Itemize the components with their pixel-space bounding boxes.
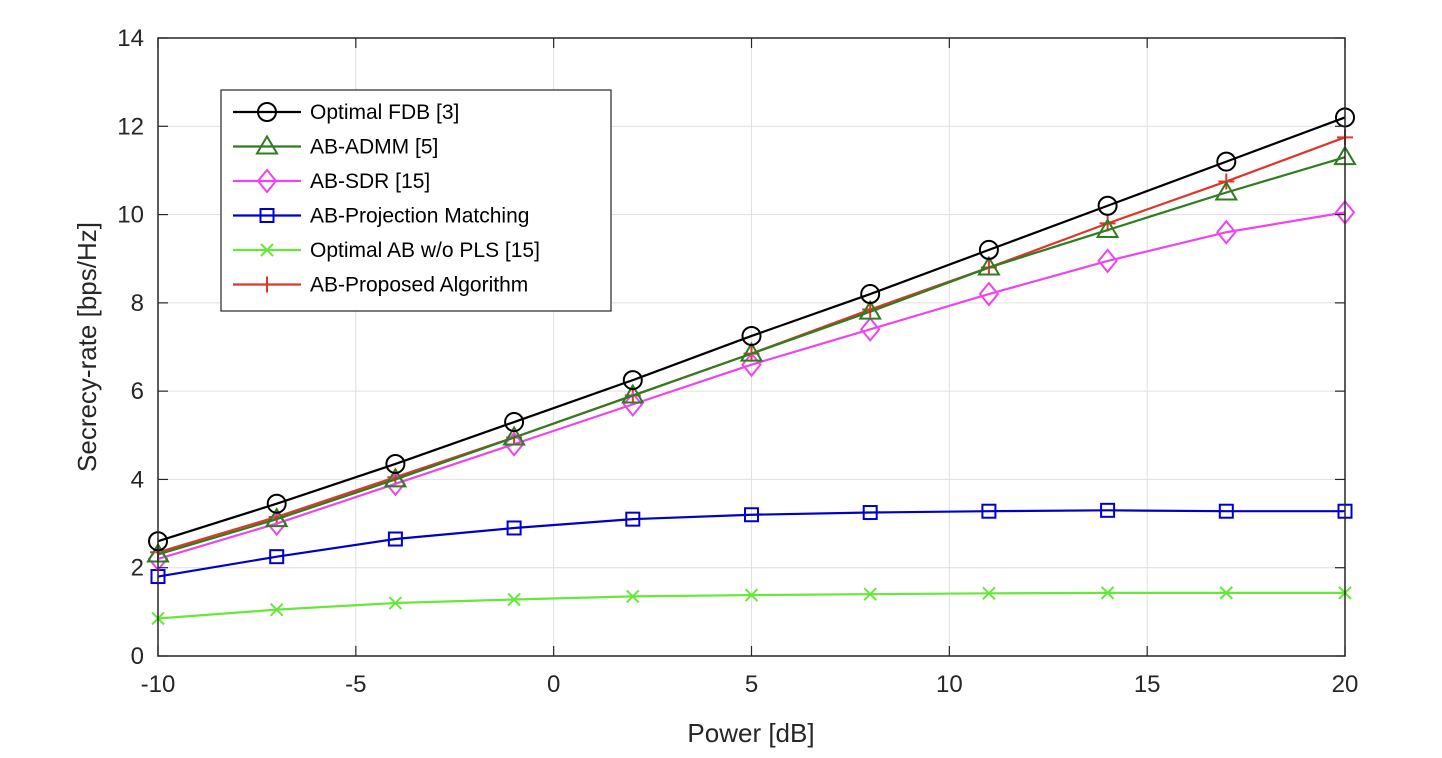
legend-marker — [260, 243, 274, 257]
data-point — [1216, 219, 1237, 245]
data-point — [385, 453, 406, 474]
series-3 — [150, 502, 1353, 585]
y-tick-label: 6 — [131, 378, 144, 405]
data-point — [744, 507, 759, 523]
legend-entry: AB-Proposed Algorithm — [233, 274, 528, 297]
data-point — [739, 341, 764, 362]
data-point — [862, 505, 878, 521]
y-tick-label: 4 — [131, 466, 144, 493]
data-point — [504, 412, 525, 433]
data-point — [507, 592, 521, 607]
series-line — [157, 509, 1345, 578]
data-point — [622, 370, 643, 391]
data-point — [506, 520, 522, 536]
data-point — [858, 299, 882, 320]
data-point — [1095, 218, 1120, 239]
x-tick-label: -10 — [141, 671, 176, 698]
data-point — [266, 493, 287, 514]
legend-marker — [257, 102, 277, 122]
y-tick-label: 14 — [117, 25, 144, 52]
legend-box — [220, 89, 612, 312]
data-point — [860, 284, 881, 305]
data-point — [626, 589, 640, 604]
y-tick-label: 10 — [117, 202, 144, 229]
y-tick-label: 12 — [117, 113, 144, 140]
legend-entry: Optimal AB w/o PLS [15] — [233, 239, 540, 262]
legend-label: AB-SDR [15] — [310, 170, 430, 193]
y-axis-label: Secrecy-rate [bps/Hz] — [72, 222, 102, 472]
legend-label: Optimal AB w/o PLS [15] — [310, 239, 540, 262]
data-point — [859, 316, 881, 342]
data-point — [1100, 586, 1115, 600]
legend-entry: Optimal FDB [3] — [233, 101, 459, 124]
series-line — [157, 116, 1346, 543]
data-point — [1214, 180, 1239, 201]
legend-marker — [259, 276, 275, 293]
legend-entry: AB-SDR [15] — [233, 168, 430, 194]
data-point — [622, 391, 644, 417]
x-tick-label: 20 — [1332, 671, 1359, 698]
data-point — [1216, 151, 1237, 172]
y-tick-label: 0 — [131, 643, 144, 670]
data-point — [1219, 586, 1234, 600]
data-point — [1097, 248, 1118, 274]
data-point — [977, 255, 1001, 276]
data-point — [1100, 502, 1116, 518]
legend-label: AB-Proposed Algorithm — [310, 274, 528, 297]
y-tick-label: 8 — [131, 290, 144, 317]
tick-labels: -10 -5 0 5 10 15 20 0 2 4 6 8 10 12 14 — [117, 25, 1358, 698]
data-point — [502, 425, 526, 446]
x-tick-label: 0 — [547, 671, 560, 698]
data-point — [1097, 195, 1118, 216]
series-line — [157, 156, 1346, 556]
y-tick-label: 2 — [131, 555, 144, 582]
x-tick-label: 5 — [745, 671, 758, 698]
series-4 — [151, 586, 1352, 626]
data-point — [388, 596, 403, 610]
data-point — [264, 507, 289, 528]
data-point — [1218, 503, 1234, 519]
legend-entry: AB-Projection Matching — [233, 205, 529, 228]
legend-label: AB-Projection Matching — [310, 205, 529, 228]
x-axis-label: Power [dB] — [687, 718, 814, 748]
series-layer — [146, 107, 1357, 626]
data-point — [269, 602, 284, 617]
data-point — [863, 587, 877, 601]
x-tick-label: -5 — [345, 671, 366, 698]
x-tick-label: 10 — [936, 671, 963, 698]
data-point — [981, 503, 997, 519]
legend-entry: AB-ADMM [5] — [233, 134, 438, 159]
data-point — [625, 511, 641, 527]
series-line — [157, 211, 1346, 560]
data-point — [269, 549, 285, 565]
data-point — [982, 586, 996, 601]
x-tick-label: 15 — [1134, 671, 1161, 698]
data-point — [744, 588, 759, 602]
data-point — [387, 531, 403, 547]
legend: Optimal FDB [3] AB-ADMM [5] AB-SDR [15] AB-… — [220, 89, 612, 312]
legend-label: Optimal FDB [3] — [310, 101, 459, 124]
data-point — [621, 383, 645, 404]
legend-marker — [256, 168, 278, 194]
ticks — [157, 37, 1346, 657]
legend-label: AB-ADMM [5] — [310, 136, 438, 159]
legend-marker — [259, 208, 275, 223]
data-point — [383, 467, 408, 488]
legend-marker — [255, 134, 279, 155]
data-point — [978, 281, 1000, 307]
data-point — [741, 325, 762, 346]
data-point — [978, 239, 999, 260]
